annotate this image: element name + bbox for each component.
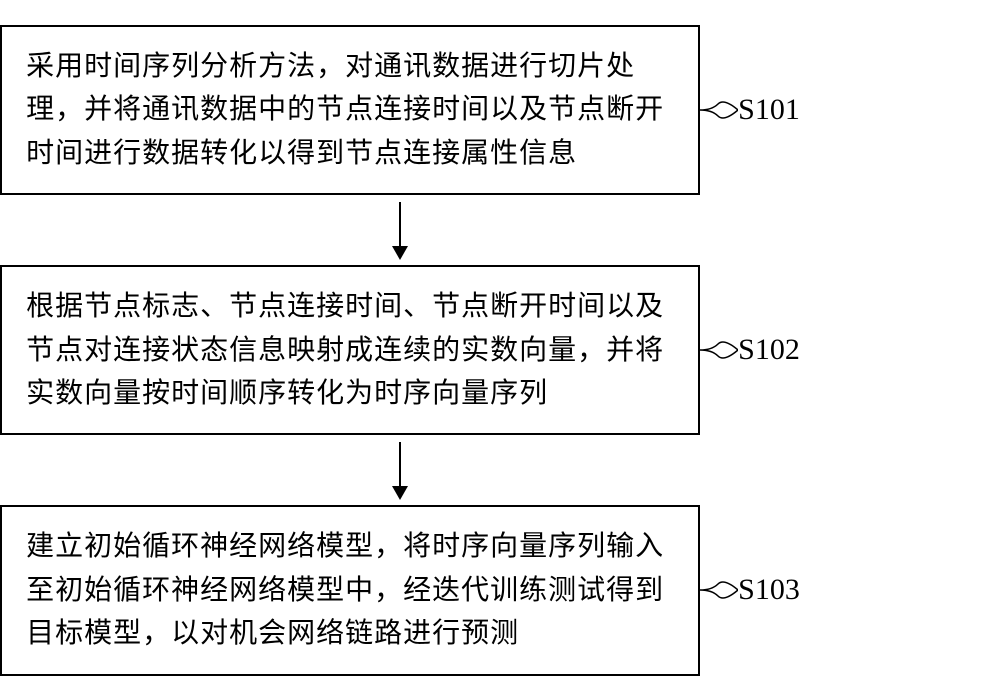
step-1-container: 采用时间序列分析方法，对通讯数据进行切片处理，并将通讯数据中的节点连接时间以及节… xyxy=(0,25,800,195)
arrow-1-head xyxy=(392,246,408,260)
step-2-container: 根据节点标志、节点连接时间、节点断开时间以及节点对连接状态信息映射成连续的实数向… xyxy=(0,265,800,435)
step-2-box: 根据节点标志、节点连接时间、节点断开时间以及节点对连接状态信息映射成连续的实数向… xyxy=(0,265,700,435)
step-3-label: S103 xyxy=(738,573,800,607)
step-1-label: S101 xyxy=(738,93,800,127)
step-2-label: S102 xyxy=(738,333,800,367)
flowchart-container: 采用时间序列分析方法，对通讯数据进行切片处理，并将通讯数据中的节点连接时间以及节… xyxy=(0,25,900,676)
step-3-box: 建立初始循环神经网络模型，将时序向量序列输入至初始循环神经网络模型中，经迭代训练… xyxy=(0,505,700,675)
step-2-text: 根据节点标志、节点连接时间、节点断开时间以及节点对连接状态信息映射成连续的实数向… xyxy=(26,285,674,415)
arrow-2 xyxy=(50,435,750,505)
step-3-text: 建立初始循环神经网络模型，将时序向量序列输入至初始循环神经网络模型中，经迭代训练… xyxy=(26,525,674,655)
arrow-2-line xyxy=(399,442,401,498)
step-3-container: 建立初始循环神经网络模型，将时序向量序列输入至初始循环神经网络模型中，经迭代训练… xyxy=(0,505,800,675)
arrow-2-head xyxy=(392,486,408,500)
connector-curve-3 xyxy=(700,580,738,600)
arrow-1 xyxy=(50,195,750,265)
arrow-1-line xyxy=(399,202,401,258)
connector-curve-2 xyxy=(700,340,738,360)
step-1-box: 采用时间序列分析方法，对通讯数据进行切片处理，并将通讯数据中的节点连接时间以及节… xyxy=(0,25,700,195)
connector-curve-1 xyxy=(700,100,738,120)
step-1-text: 采用时间序列分析方法，对通讯数据进行切片处理，并将通讯数据中的节点连接时间以及节… xyxy=(26,45,674,175)
